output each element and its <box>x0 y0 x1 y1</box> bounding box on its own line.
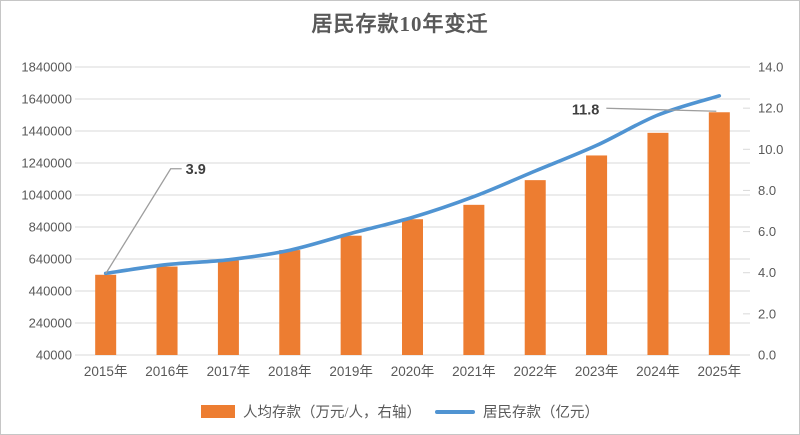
right-axis-tick-label: 2.0 <box>758 306 776 321</box>
bar-series-swatch <box>200 405 235 418</box>
bar-2024年 <box>647 132 669 355</box>
bar-2020年 <box>402 219 423 355</box>
left-axis-tick-label: 640000 <box>29 252 72 267</box>
x-axis-label: 2021年 <box>452 364 496 379</box>
bar-2015年 <box>95 274 117 355</box>
left-axis-tick-label: 1040000 <box>21 188 72 203</box>
bar-2022年 <box>524 180 546 355</box>
x-axis-label: 2022年 <box>513 364 557 379</box>
left-axis-tick-label: 40000 <box>36 348 72 363</box>
left-axis-tick-label: 440000 <box>29 284 72 299</box>
left-axis-tick-label: 1440000 <box>21 124 72 139</box>
line-series-swatch <box>435 409 476 414</box>
bar-2017年 <box>217 260 239 355</box>
right-axis-tick-label: 4.0 <box>758 265 776 280</box>
left-axis-tick-label: 240000 <box>29 316 72 331</box>
right-axis-tick-label: 12.0 <box>758 101 783 116</box>
x-axis-label: 2018年 <box>268 364 312 379</box>
right-axis-tick-label: 14.0 <box>758 60 783 75</box>
bar-2016年 <box>156 266 178 355</box>
x-axis-label: 2023年 <box>575 364 619 379</box>
right-axis-tick-label: 0.0 <box>758 348 776 363</box>
deposit-line <box>103 94 722 276</box>
chart-legend: 人均存款（万元/人，右轴） 居民存款（亿元） <box>1 401 799 422</box>
bar-2021年 <box>463 204 485 355</box>
legend-item-bar-series: 人均存款（万元/人，右轴） <box>200 401 422 422</box>
annotation-label: 11.8 <box>572 102 599 118</box>
x-axis-label: 2024年 <box>636 364 680 379</box>
annotation-leader <box>606 107 717 112</box>
bar-2023年 <box>586 155 608 355</box>
line-series-label: 居民存款（亿元） <box>483 405 600 421</box>
left-axis-tick-label: 1240000 <box>21 156 72 171</box>
x-axis-label: 2025年 <box>698 364 742 379</box>
left-axis-tick-label: 840000 <box>29 220 72 235</box>
chart-title: 居民存款10年变迁 <box>311 12 489 36</box>
x-axis-label: 2020年 <box>391 364 435 379</box>
bar-2018年 <box>279 250 301 355</box>
annotation-label: 3.9 <box>186 162 206 178</box>
x-axis-label: 2019年 <box>329 364 373 379</box>
x-axis-label: 2017年 <box>207 364 251 379</box>
right-axis-tick-label: 6.0 <box>758 224 776 239</box>
left-axis-tick-label: 1840000 <box>21 60 72 75</box>
annotation-leader <box>105 168 182 275</box>
bar-series-label: 人均存款（万元/人，右轴） <box>242 405 422 421</box>
right-axis-tick-label: 8.0 <box>758 183 776 198</box>
left-axis-tick-label: 1640000 <box>21 92 72 107</box>
x-axis-label: 2015年 <box>84 364 128 379</box>
right-axis-tick-label: 10.0 <box>758 142 783 157</box>
bar-2019年 <box>340 235 362 355</box>
legend-item-line-series: 居民存款（亿元） <box>435 401 599 422</box>
bar-2025年 <box>708 112 730 355</box>
x-axis-label: 2016年 <box>145 364 189 379</box>
